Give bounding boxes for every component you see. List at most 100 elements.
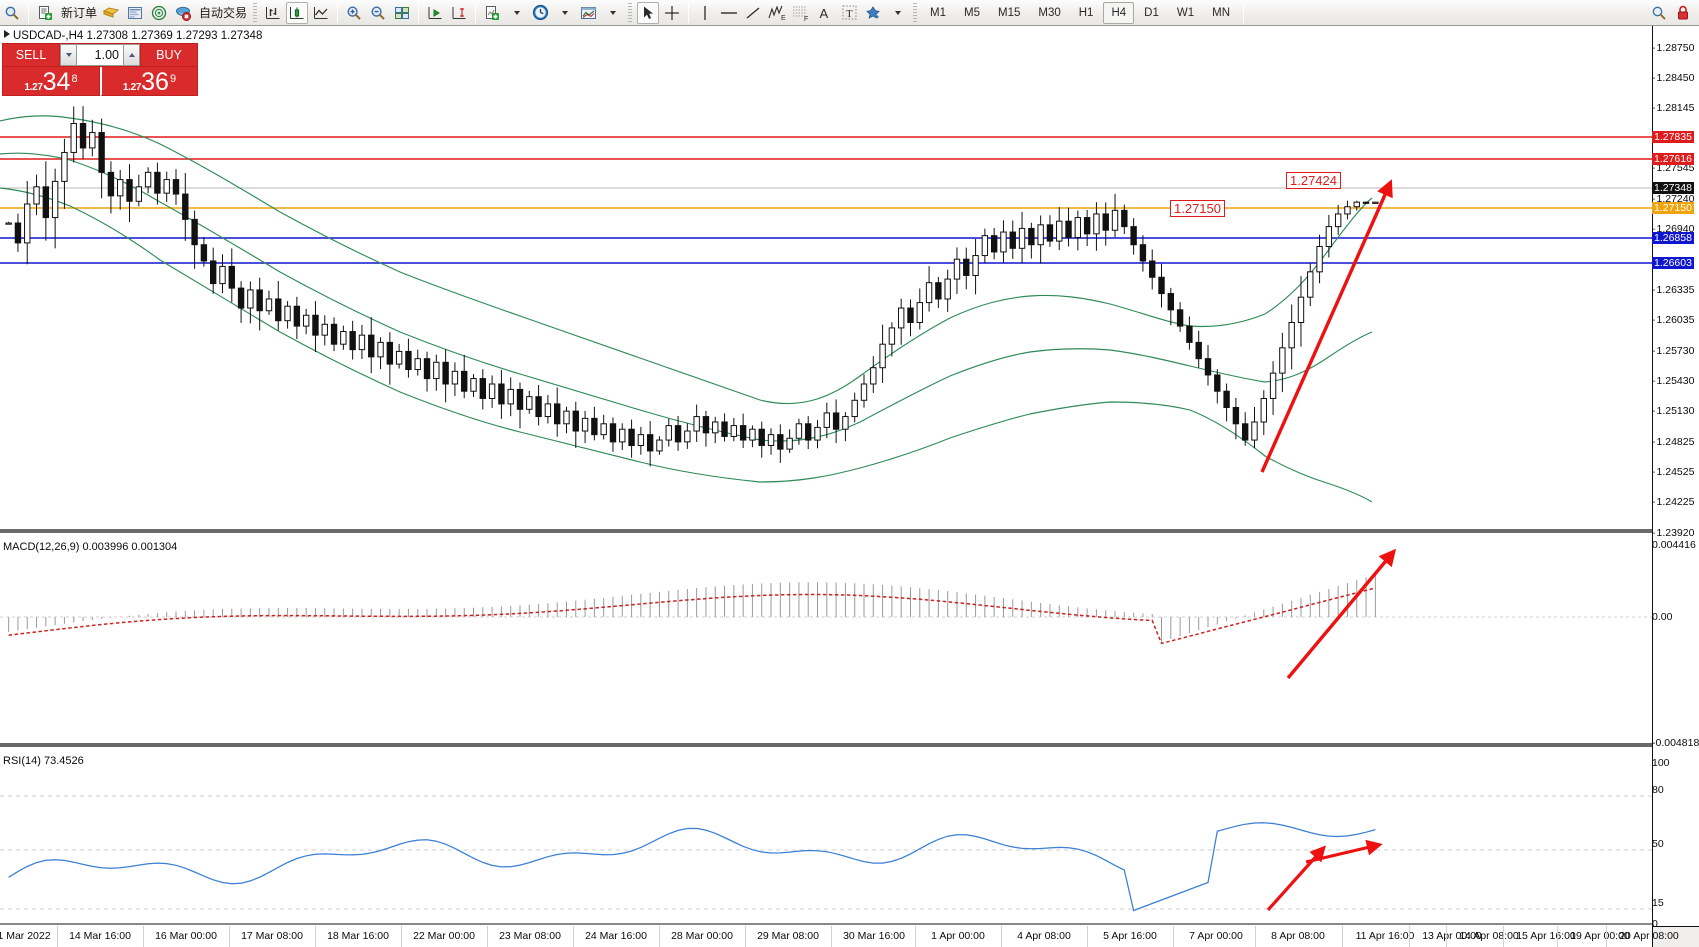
price-tick: -1.25730 <box>1652 345 1695 357</box>
trendline-icon[interactable] <box>742 2 764 24</box>
candle-body <box>1204 358 1212 376</box>
templates-dropdown[interactable] <box>601 2 623 24</box>
price-level-tag[interactable]: 1.27616 <box>1652 153 1694 165</box>
zoom-out-icon[interactable] <box>367 2 389 24</box>
folder-icon[interactable] <box>100 2 122 24</box>
cursor-icon[interactable] <box>637 1 660 24</box>
new-order-icon[interactable] <box>34 2 56 24</box>
toolbar-grip-3[interactable] <box>913 2 918 23</box>
price-tick: -1.23920 <box>1652 527 1695 539</box>
candle-body <box>879 343 886 369</box>
period-clock-icon[interactable] <box>529 2 551 24</box>
search-icon[interactable] <box>1648 2 1670 24</box>
navigator-icon[interactable] <box>148 2 170 24</box>
candle-body <box>674 425 682 443</box>
candle-body <box>256 289 263 312</box>
tile-windows-icon[interactable] <box>391 2 413 24</box>
volume-decrement-button[interactable] <box>60 44 77 66</box>
volume-increment-button[interactable] <box>123 44 140 66</box>
candle-body <box>1344 206 1351 215</box>
elliott-wave-icon[interactable]: E <box>766 2 788 24</box>
timeframe-d1[interactable]: D1 <box>1144 6 1159 19</box>
shapes-icon[interactable] <box>862 2 884 24</box>
candle-body <box>1009 231 1016 249</box>
price-level-tag[interactable]: 1.27348 <box>1652 182 1694 194</box>
shapes-dropdown[interactable] <box>886 2 908 24</box>
expert-advisor-icon[interactable] <box>172 2 194 24</box>
new-order-button[interactable]: 新订单 <box>58 2 98 24</box>
text-label-icon[interactable]: A <box>814 2 836 24</box>
horizontal-line-icon[interactable] <box>718 2 740 24</box>
candle-body <box>321 323 328 336</box>
price-chart-svg <box>0 106 1652 925</box>
auto-scroll-icon[interactable] <box>448 2 470 24</box>
toolbar-grip-2[interactable] <box>628 2 633 23</box>
price-level-tag[interactable]: 1.26603 <box>1652 257 1694 269</box>
timeframe-m1[interactable]: M1 <box>930 6 947 19</box>
timeframe-h4[interactable]: H4 <box>1103 1 1135 24</box>
magnifier-icon[interactable] <box>1 2 23 24</box>
shift-end-icon[interactable] <box>424 2 446 24</box>
period-dropdown[interactable] <box>553 2 575 24</box>
vertical-line-icon[interactable] <box>694 2 716 24</box>
line-chart-icon[interactable] <box>310 2 332 24</box>
collapse-icon <box>4 30 10 38</box>
candle-body <box>182 193 189 220</box>
new-order-label: 新订单 <box>61 6 98 20</box>
timeframe-m15[interactable]: M15 <box>998 6 1021 19</box>
candle-body <box>897 307 905 329</box>
candle-body <box>79 123 87 149</box>
timeframe-mn[interactable]: MN <box>1212 6 1230 19</box>
volume-input[interactable]: 1.00 <box>77 44 123 66</box>
time-tick: 4 Apr 08:00 <box>1017 930 1071 942</box>
one-click-trading-panel[interactable]: SELL 1.00 BUY 1.27 34 8 1.27 36 9 <box>2 43 198 96</box>
price-scale[interactable]: -1.28750 -1.28450 -1.28145 -1.27545 -1.27240… <box>1652 26 1699 947</box>
templates-icon[interactable] <box>577 2 599 24</box>
time-tick: 20 Apr 08:00 <box>1619 930 1679 942</box>
candle-body <box>516 388 524 410</box>
candle-body <box>163 179 170 194</box>
rsi-tick: 0 <box>1652 918 1658 930</box>
fibonacci-icon[interactable]: F <box>790 2 812 24</box>
add-indicator-icon[interactable] <box>481 2 503 24</box>
sell-button[interactable]: SELL <box>2 43 60 67</box>
price-tick: -1.26940 <box>1652 223 1695 235</box>
sell-price-display[interactable]: 1.27 34 8 <box>2 67 100 96</box>
candle-body <box>535 396 542 418</box>
candle-body <box>368 334 375 358</box>
candlestick-chart-icon[interactable] <box>286 1 309 24</box>
chart-canvas[interactable]: USDCAD-,H4 1.27308 1.27369 1.27293 1.273… <box>0 26 1699 947</box>
price-level-tag[interactable]: 1.26858 <box>1652 232 1694 244</box>
buy-button[interactable]: BUY <box>140 43 198 67</box>
candle-body <box>1297 296 1305 324</box>
candle-body <box>1260 397 1267 423</box>
bar-chart-icon[interactable] <box>262 2 284 24</box>
crosshair-icon[interactable] <box>661 2 683 24</box>
timeframe-m30[interactable]: M30 <box>1038 6 1061 19</box>
price-annotation-label[interactable]: 1.27424 <box>1286 172 1341 189</box>
add-indicator-dropdown[interactable] <box>505 2 527 24</box>
auto-trading-button[interactable]: 自动交易 <box>196 2 248 24</box>
buy-price-display[interactable]: 1.27 36 9 <box>100 67 198 96</box>
toolbar-grip-1[interactable] <box>253 2 258 23</box>
volume-stepper[interactable]: 1.00 <box>60 43 140 67</box>
chevron-down-icon <box>65 53 72 57</box>
price-level-tag[interactable]: 1.27150 <box>1652 202 1694 214</box>
timeframe-m5[interactable]: M5 <box>964 6 980 19</box>
price-level-tag[interactable]: 1.27835 <box>1652 131 1694 143</box>
candle-body <box>237 287 245 309</box>
candle-body <box>1046 224 1054 242</box>
price-annotation-label[interactable]: 1.27150 <box>1170 200 1225 217</box>
time-scale[interactable]: 1 Mar 2022 14 Mar 16:00 16 Mar 00:00 17 Mar… <box>0 926 1679 947</box>
candle-body <box>777 434 784 450</box>
candle-body <box>1056 220 1063 242</box>
candle-body <box>302 314 310 327</box>
timeframe-w1[interactable]: W1 <box>1176 6 1195 19</box>
time-tick: 1 Apr 00:00 <box>931 930 985 942</box>
lock-icon[interactable] <box>1672 2 1694 24</box>
zoom-in-icon[interactable] <box>343 2 365 24</box>
timeframe-h1[interactable]: H1 <box>1078 6 1094 19</box>
sell-price-big: 34 <box>42 68 71 96</box>
terminal-icon[interactable] <box>124 2 146 24</box>
text-box-icon[interactable]: T <box>838 2 860 24</box>
